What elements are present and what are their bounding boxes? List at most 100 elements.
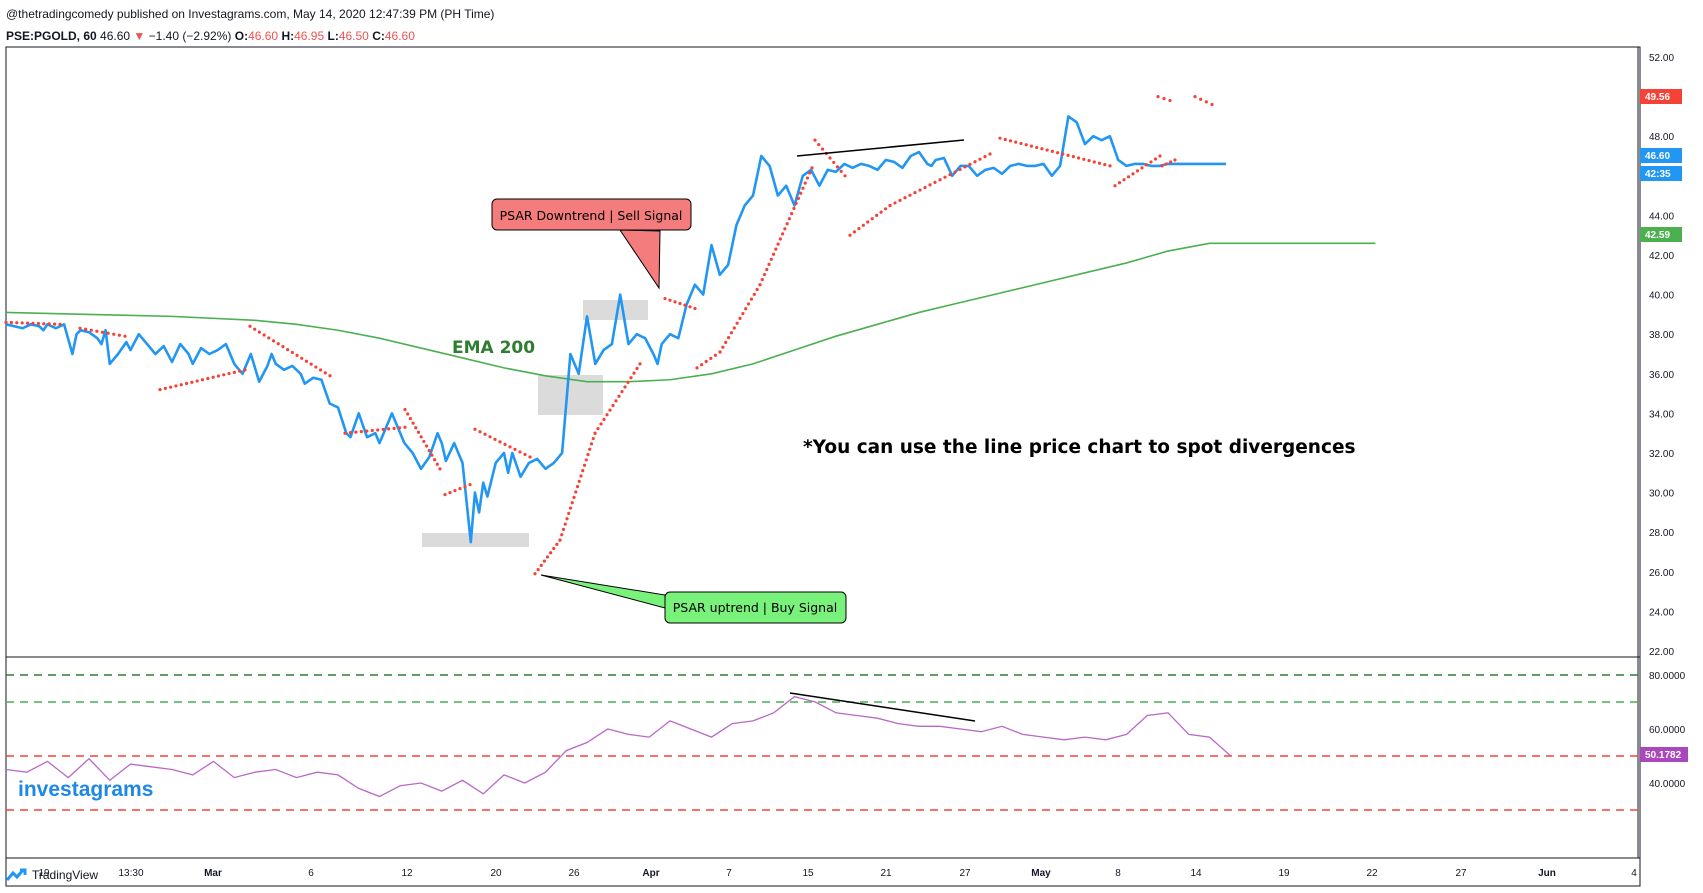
price-axis-badge-label: 46.60 (1645, 151, 1670, 162)
sell-signal-text: PSAR Downtrend | Sell Signal (500, 208, 683, 223)
published-line: @thetradingcomedy published on Investagr… (6, 7, 495, 21)
price-axis-badge (1640, 89, 1682, 104)
psar-dot (978, 157, 982, 161)
psar-dot (617, 394, 621, 398)
psar-dot (112, 332, 116, 336)
y-tick-label: 30.00 (1649, 489, 1674, 500)
psar-dot (1003, 137, 1007, 142)
psar-dot (608, 408, 612, 412)
psar-dot (638, 362, 642, 366)
tradingview-logo-icon (6, 868, 27, 881)
y-tick-label: 32.00 (1649, 449, 1674, 460)
x-tick-label: 21 (880, 868, 892, 879)
psar-dot (843, 174, 847, 178)
psar-dot (570, 501, 574, 505)
y-tick-label: 34.00 (1649, 409, 1674, 420)
psar-dot (416, 430, 421, 434)
psar-dot (1156, 95, 1160, 99)
psar-dot (1164, 162, 1168, 166)
psar-dot (953, 170, 957, 174)
psar-dot (354, 430, 358, 434)
psar-dot (31, 321, 35, 325)
psar-dot (174, 384, 178, 388)
psar-dot (238, 369, 242, 373)
psar-dot (343, 431, 347, 435)
psar-dot (422, 439, 426, 444)
psar-dot (1029, 144, 1034, 148)
psar-dot (762, 272, 767, 277)
x-tick-label: 4 (1631, 868, 1637, 879)
psar-dot (623, 385, 627, 389)
psar-dot (1199, 97, 1203, 101)
tradingview-footer: TradingView (6, 868, 98, 882)
psar-dot (626, 380, 630, 384)
psar-dot (493, 437, 497, 441)
psar-dot (581, 469, 585, 473)
psar-dot (561, 527, 566, 532)
psar-dot (724, 340, 728, 345)
psar-dot (663, 296, 667, 301)
psar-dot (406, 412, 410, 416)
price-axis-badge (1640, 166, 1682, 181)
psar-dot (893, 201, 897, 205)
rsi-y-tick-label: 40.0000 (1649, 779, 1686, 790)
psar-dot (15, 321, 19, 325)
psar-dot (958, 167, 962, 172)
y-tick-label: 36.00 (1649, 370, 1674, 381)
psar-dot (89, 328, 93, 332)
psar-dot (552, 546, 556, 551)
psar-dot (584, 458, 588, 462)
y-tick-label: 26.00 (1649, 568, 1674, 579)
psar-dot (424, 444, 429, 448)
psar-dot (304, 359, 309, 363)
psar-dot (1126, 175, 1131, 179)
psar-dot (427, 448, 431, 453)
psar-dot (503, 442, 507, 446)
psar-dot (563, 522, 567, 526)
psar-dot (760, 278, 764, 282)
psar-dot (392, 426, 396, 430)
psar-dot (568, 506, 573, 510)
x-tick-label: 19 (1278, 868, 1290, 879)
psar-dot (403, 425, 407, 429)
psar-dot (852, 230, 857, 234)
price-axis-badge (1640, 148, 1682, 163)
psar-dot (732, 326, 736, 330)
psar-dot (785, 222, 789, 226)
psar-dot (443, 492, 447, 497)
psar-dot (787, 217, 791, 221)
psar-dot (328, 374, 332, 378)
psar-dot (883, 207, 888, 211)
psar-dot (58, 322, 62, 326)
psar-dot (741, 311, 745, 316)
psar-dot (776, 242, 780, 246)
psar-dot (433, 458, 437, 462)
psar-dot (794, 201, 798, 206)
psar-dot (572, 495, 576, 499)
psar-dot (903, 196, 907, 200)
psar-dot (84, 327, 88, 331)
psar-dot (478, 430, 482, 434)
psar-dot (200, 378, 205, 382)
x-tick-label: 14 (1190, 868, 1202, 879)
psar-dot (533, 572, 537, 576)
psar-dot (796, 196, 801, 200)
psar-dot (468, 483, 472, 487)
price-axis-badge-label: 42:35 (1645, 169, 1671, 180)
price-axis-badge (1640, 227, 1682, 242)
x-tick-label: 26 (568, 868, 580, 879)
psar-dot (801, 186, 805, 190)
psar-dot (542, 559, 546, 563)
psar-dot (577, 479, 581, 483)
x-tick-label: 22 (1366, 868, 1378, 879)
psar-dot (678, 301, 682, 306)
sell-signal-callout (491, 198, 692, 231)
psar-dot (744, 307, 748, 311)
psar-dot (588, 447, 592, 451)
psar-dot (973, 160, 977, 164)
psar-dot (262, 333, 266, 337)
price-line (5, 115, 1227, 544)
y-tick-label: 24.00 (1649, 607, 1674, 618)
x-tick-label: 15 (802, 868, 814, 879)
